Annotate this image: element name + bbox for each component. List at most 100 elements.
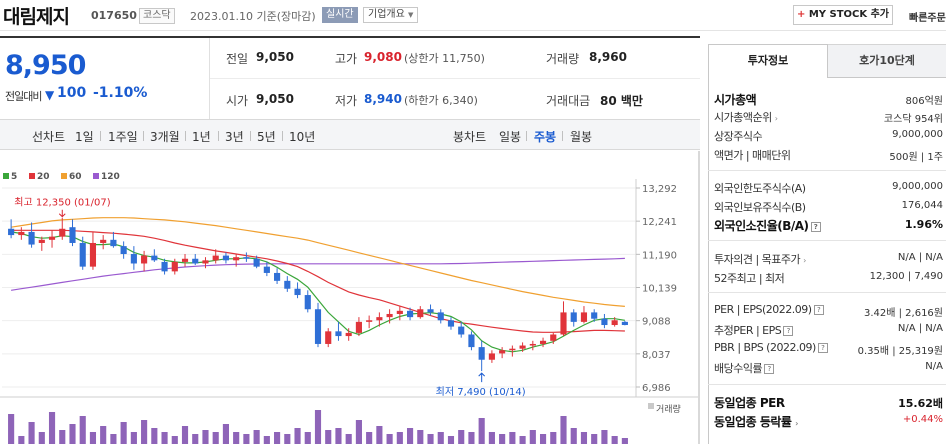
volume-bar	[59, 430, 66, 444]
market-cap-rank-label: 시가총액순위 ›	[714, 109, 778, 125]
help-icon[interactable]: ?	[817, 343, 828, 353]
est-per-text: 추정PER | EPS	[714, 324, 782, 337]
volume-bar	[366, 432, 373, 444]
candles	[8, 217, 628, 372]
candle-body	[69, 227, 76, 243]
divider	[562, 131, 563, 141]
high-label: 고가	[335, 52, 358, 66]
open-label: 시가	[226, 94, 249, 108]
foreign-limit-value: 9,000,000	[892, 181, 943, 192]
period-10y[interactable]: 10년	[289, 130, 316, 144]
period-3m[interactable]: 3개월	[150, 130, 180, 144]
ma60-line	[11, 217, 625, 307]
volume-bar	[519, 436, 526, 444]
candle-body	[427, 309, 434, 313]
candle-body	[263, 266, 270, 273]
listed-shares-value: 9,000,000	[892, 129, 943, 140]
volume-bar	[417, 430, 424, 444]
candle-body	[539, 340, 547, 344]
volume-bar	[38, 432, 45, 444]
line-chart-label: 선차트	[32, 130, 66, 144]
volume-bar	[539, 434, 547, 444]
volume-bar	[100, 426, 107, 444]
foreign-ratio-label: 외국인소진율(B/A)?	[714, 217, 821, 234]
help-icon[interactable]: ?	[783, 326, 794, 336]
volume-bar	[345, 434, 352, 444]
volume-label: 거래량	[546, 52, 580, 66]
candle-body	[233, 257, 240, 261]
divider	[708, 240, 946, 241]
down-arrow-icon: ▼	[45, 88, 55, 102]
y-tick-label: 13,292	[642, 184, 677, 195]
sector-per-label: 동일업종 PER	[714, 396, 785, 410]
candle-body	[130, 254, 137, 264]
realtime-button[interactable]: 실시간	[322, 7, 358, 23]
period-1y[interactable]: 1년	[192, 130, 211, 144]
volume-bar	[284, 434, 291, 444]
divider	[250, 131, 251, 141]
volume-bar	[335, 428, 342, 444]
upper-limit: (상한가 11,750)	[404, 52, 485, 65]
low-label: 저가	[335, 94, 358, 108]
candle-body	[570, 312, 577, 322]
legend-swatch	[61, 173, 67, 179]
volume-bar	[591, 434, 598, 444]
tab-order-book[interactable]: 호가10단계	[828, 44, 946, 78]
help-icon[interactable]: ?	[813, 305, 824, 315]
candle-body	[621, 321, 628, 326]
volume-bar	[611, 436, 618, 444]
candle-body	[417, 309, 424, 318]
volume-bar	[478, 418, 485, 444]
candle-body	[161, 261, 168, 272]
date-label: 2023.01.10 기준(장마감)	[190, 10, 316, 23]
legend-label: 5	[11, 172, 17, 182]
quick-order-link[interactable]: 빠른주문	[909, 13, 946, 24]
y-tick-label: 10,139	[642, 284, 677, 295]
candle-body	[366, 320, 373, 322]
divider	[218, 131, 219, 141]
pbr-bps-label: PBR | BPS (2022.09)?	[714, 341, 828, 354]
candle-body	[38, 239, 45, 243]
volume-bars: 거래량	[8, 403, 681, 444]
dividend-label: 배당수익률?	[714, 360, 775, 376]
chevron-right-icon: ›	[795, 419, 798, 428]
company-overview-dropdown[interactable]: 기업개요 ▼	[363, 7, 419, 23]
period-5y[interactable]: 5년	[257, 130, 276, 144]
candle-body	[386, 313, 393, 318]
candle-body	[314, 309, 322, 344]
par-value-value: 500원 | 1주	[889, 152, 943, 163]
low-value: 8,940	[364, 92, 402, 106]
candle-body	[560, 312, 567, 335]
candle-body	[79, 242, 86, 267]
per-eps-text: PER | EPS(2022.09)	[714, 303, 812, 316]
chevron-down-icon: ▼	[408, 11, 414, 19]
candle-daily[interactable]: 일봉	[499, 130, 522, 144]
candle-weekly[interactable]: 주봉	[534, 130, 557, 144]
divider	[143, 131, 144, 141]
price-chart[interactable]: 5 20 60 120 최고 12,350 (01/07) 최저 7,490 (10/1…	[0, 151, 700, 444]
ma120-line	[11, 257, 625, 291]
prev-close-value: 9,050	[256, 50, 294, 64]
sector-per-value: 15.62배	[898, 397, 943, 410]
candle-body	[171, 261, 178, 272]
max-price-label: 최고 12,350 (01/07)	[14, 197, 110, 209]
candle-body	[212, 255, 219, 261]
add-mystock-button[interactable]: + MY STOCK 추가	[793, 5, 893, 25]
candle-body	[253, 258, 260, 267]
candle-body	[580, 312, 588, 322]
volume-label: 거래량	[656, 403, 681, 415]
period-3y[interactable]: 3년	[225, 130, 244, 144]
period-1d[interactable]: 1일	[75, 130, 94, 144]
candle-body	[458, 326, 465, 335]
period-1w[interactable]: 1주일	[108, 130, 138, 144]
chart-border	[698, 151, 700, 444]
candle-monthly[interactable]: 월봉	[570, 130, 593, 144]
amount-value: 80 백만	[600, 94, 643, 108]
help-icon[interactable]: ?	[810, 222, 821, 232]
volume-bar	[437, 432, 444, 444]
foreign-ratio-text: 외국인소진율(B/A)	[714, 219, 809, 233]
candle-body	[519, 345, 526, 349]
help-icon[interactable]: ?	[764, 364, 775, 374]
tab-investment-info[interactable]: 투자정보	[708, 44, 828, 78]
annotations: 최고 12,350 (01/07) 최저 7,490 (10/14)	[14, 197, 526, 398]
